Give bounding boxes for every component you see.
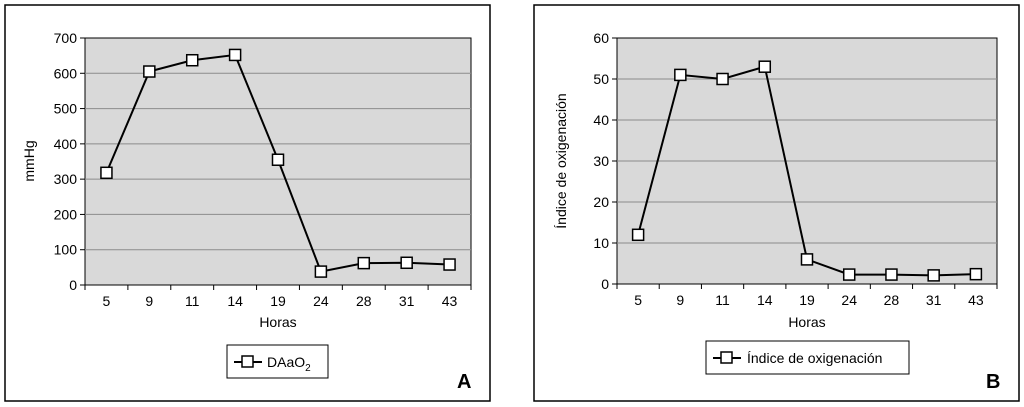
panel-a-y-axis-label: mmHg bbox=[21, 140, 37, 181]
panel-a-legend: DAaO2 bbox=[226, 344, 329, 379]
x-tick-label: 43 bbox=[442, 293, 458, 309]
y-tick-label: 500 bbox=[54, 101, 78, 117]
y-tick-label: 600 bbox=[54, 65, 78, 81]
data-point-marker bbox=[185, 53, 199, 67]
panel-b-legend-label: Índice de oxigenación bbox=[747, 350, 882, 366]
panel-b-y-axis-label: Índice de oxigenación bbox=[553, 93, 569, 228]
x-tick-label: 31 bbox=[926, 292, 942, 308]
y-tick-label: 20 bbox=[593, 194, 609, 210]
data-point-marker bbox=[674, 68, 687, 82]
panel-a-y-ticks: 0 100 200 300 400 500 600 700 bbox=[54, 30, 85, 293]
panel-a-x-ticks: 5 9 11 14 19 24 28 31 43 bbox=[84, 285, 472, 309]
panel-b-y-ticks: 0 10 20 30 40 50 60 bbox=[593, 30, 617, 292]
x-tick-label: 5 bbox=[103, 293, 111, 309]
panel-a-legend-subscript: 2 bbox=[305, 363, 311, 374]
data-point-marker bbox=[716, 72, 729, 86]
panel-b-series bbox=[631, 60, 983, 282]
panel-a-legend-label: DAaO2 bbox=[267, 354, 311, 374]
panel-b-label: B bbox=[986, 371, 1000, 393]
panel-b-legend-marker bbox=[720, 351, 733, 364]
y-tick-label: 300 bbox=[54, 171, 78, 187]
x-tick-label: 28 bbox=[356, 293, 372, 309]
y-tick-label: 10 bbox=[593, 235, 609, 251]
y-tick-label: 30 bbox=[593, 153, 609, 169]
panel-b-legend: Índice de oxigenación bbox=[705, 340, 910, 375]
data-point-marker bbox=[842, 268, 856, 281]
panel-a-x-axis-label: Horas bbox=[259, 314, 296, 330]
data-point-marker bbox=[143, 65, 156, 78]
x-tick-label: 14 bbox=[227, 293, 243, 309]
y-tick-label: 700 bbox=[54, 30, 78, 46]
y-tick-label: 40 bbox=[593, 112, 609, 128]
panel-b-legend-text: Índice de oxigenación bbox=[747, 350, 882, 366]
data-point-marker bbox=[885, 268, 898, 281]
x-tick-label: 24 bbox=[841, 292, 857, 308]
data-point-marker bbox=[443, 258, 456, 271]
data-point-marker bbox=[271, 153, 285, 166]
x-tick-label: 5 bbox=[634, 292, 642, 308]
x-tick-label: 19 bbox=[270, 293, 286, 309]
data-point-marker bbox=[969, 267, 983, 281]
data-point-marker bbox=[400, 256, 413, 270]
panel-a-legend-text: DAaO bbox=[267, 354, 305, 370]
y-tick-label: 200 bbox=[54, 206, 78, 222]
y-tick-label: 100 bbox=[54, 242, 78, 258]
x-tick-label: 43 bbox=[968, 292, 984, 308]
y-tick-label: 400 bbox=[54, 136, 78, 152]
y-tick-label: 60 bbox=[593, 30, 609, 46]
y-tick-label: 50 bbox=[593, 71, 609, 87]
panel-b: 0 10 20 30 40 50 60 5 9 11 14 19 24 28 31 43 Horas Índ… bbox=[533, 4, 1020, 402]
data-point-marker bbox=[927, 269, 940, 282]
data-point-marker bbox=[800, 253, 814, 266]
data-point-marker bbox=[228, 48, 242, 62]
x-tick-label: 9 bbox=[676, 292, 684, 308]
y-tick-label: 0 bbox=[69, 277, 77, 293]
x-tick-label: 11 bbox=[185, 293, 200, 309]
x-tick-label: 9 bbox=[145, 293, 153, 309]
x-tick-label: 19 bbox=[799, 292, 815, 308]
panel-a-series bbox=[100, 48, 456, 278]
x-tick-label: 31 bbox=[399, 293, 415, 309]
panel-a-legend-marker bbox=[241, 355, 254, 368]
panel-b-x-axis-label: Horas bbox=[788, 314, 825, 330]
panel-b-x-ticks: 5 9 11 14 19 24 28 31 43 bbox=[616, 284, 998, 308]
data-point-marker bbox=[100, 166, 113, 180]
data-point-marker bbox=[758, 60, 772, 73]
x-tick-label: 11 bbox=[715, 292, 730, 308]
x-tick-label: 14 bbox=[757, 292, 773, 308]
y-tick-label: 0 bbox=[601, 276, 609, 292]
data-point-marker bbox=[357, 256, 371, 270]
x-tick-label: 28 bbox=[884, 292, 900, 308]
panel-a-label: A bbox=[457, 371, 471, 393]
data-point-marker bbox=[314, 265, 328, 278]
data-point-marker bbox=[631, 228, 645, 242]
x-tick-label: 24 bbox=[313, 293, 329, 309]
